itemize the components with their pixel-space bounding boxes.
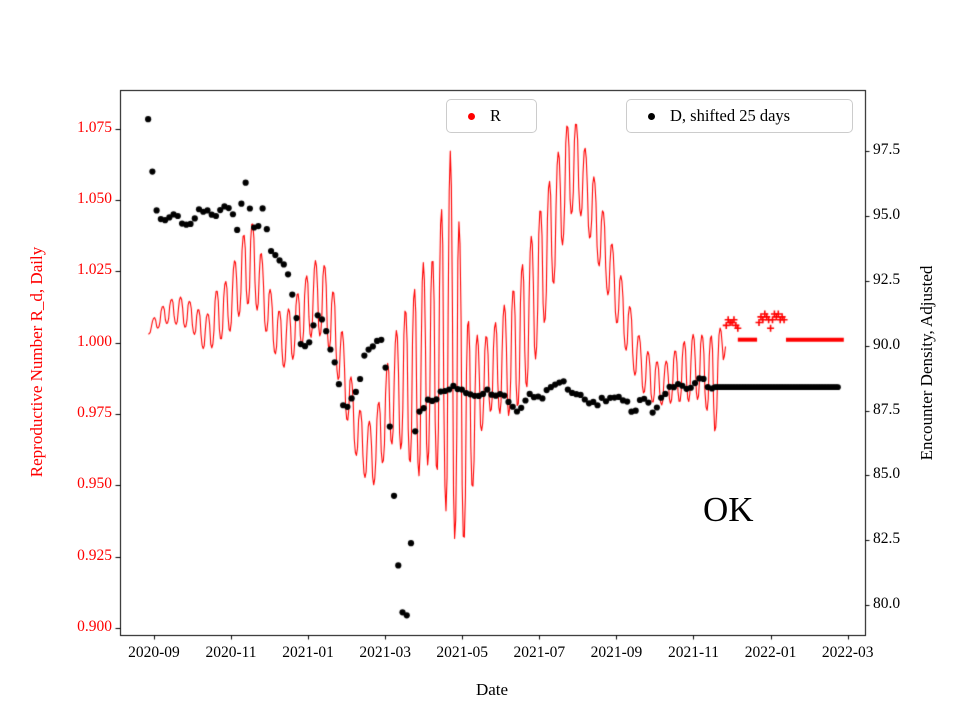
y-right-tick-label: 90.0	[873, 335, 901, 353]
y-right-tick-label: 85.0	[873, 465, 901, 483]
y-right-tick-label: 87.5	[873, 400, 901, 418]
y-left-tick-label: 0.975	[77, 403, 112, 421]
y-left-tick-label: 0.900	[77, 617, 112, 635]
y-left-tick-label: 0.925	[77, 546, 112, 564]
y-right-tick-label: 92.5	[873, 270, 901, 288]
x-axis-label: Date	[475, 680, 509, 699]
y-left-tick-label: 1.050	[77, 189, 112, 207]
y-right-tick-label: 95.0	[873, 205, 901, 223]
legend-r-label: R	[490, 106, 502, 125]
legend-d: D, shifted 25 days	[626, 99, 853, 133]
x-tick-label: 2020-11	[205, 644, 257, 661]
x-tick-label: 2021-05	[436, 644, 489, 661]
y-axis-label-left: Reproductive Number R_d, Daily	[27, 246, 46, 478]
y-axis-label-right: Encounter Density, Adjusted	[917, 265, 936, 461]
y-left-tick-label: 1.000	[77, 332, 112, 350]
legend-r: R	[446, 99, 537, 133]
y-right-tick-label: 97.5	[873, 140, 901, 158]
legend-r-marker-icon	[468, 112, 475, 120]
y-left-tick-label: 1.075	[77, 118, 112, 136]
y-right-tick-label: 82.5	[873, 530, 901, 548]
y-right-tick-label: 80.0	[873, 595, 901, 613]
x-tick-label: 2020-09	[128, 644, 180, 661]
x-tick-label: 2021-01	[282, 644, 334, 661]
x-tick-label: 2022-01	[744, 644, 797, 661]
legend-d-label: D, shifted 25 days	[670, 106, 791, 125]
x-tick-label: 2021-09	[590, 644, 643, 661]
x-tick-label: 2022-03	[821, 644, 874, 661]
x-tick-label: 2021-03	[359, 644, 411, 661]
legend-d-marker-icon	[648, 112, 655, 120]
x-tick-label: 2021-11	[667, 644, 720, 661]
y-left-tick-label: 1.025	[77, 261, 112, 279]
y-left-tick-label: 0.950	[77, 475, 112, 493]
x-tick-label: 2021-07	[513, 644, 566, 661]
annotation-ok: OK	[703, 490, 754, 529]
